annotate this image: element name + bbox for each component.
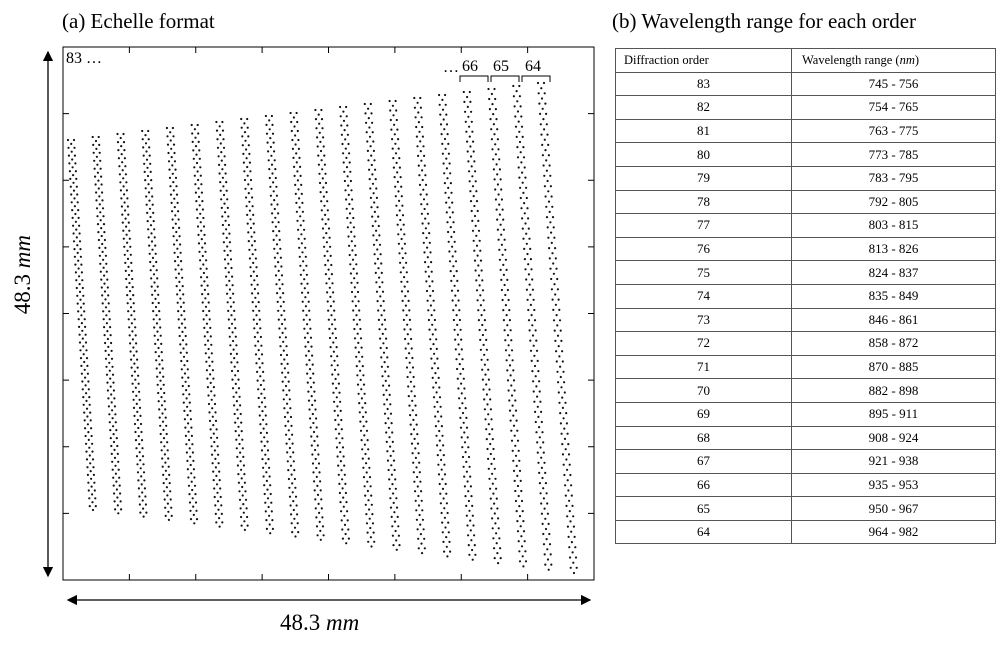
order-column	[363, 102, 401, 551]
order-column	[165, 126, 199, 525]
order-cell: 67	[615, 449, 792, 474]
order-column	[339, 105, 376, 548]
range-cell: 792 - 805	[791, 189, 996, 215]
table-row: 79 783 - 795	[615, 165, 996, 191]
order-column	[512, 84, 553, 571]
range-cell: 882 - 898	[791, 378, 996, 403]
order-cell: 71	[615, 354, 792, 380]
range-cell: 870 - 885	[791, 354, 996, 380]
range-cell: 835 - 849	[791, 283, 996, 309]
table-row: 65 950 - 967	[615, 496, 996, 521]
range-cell: 745 - 756	[791, 71, 996, 97]
order-column	[66, 138, 97, 512]
order-column	[536, 81, 578, 575]
table-row: 69 895 - 911	[615, 401, 996, 427]
range-cell: 964 - 982	[791, 519, 996, 545]
order-column	[91, 135, 123, 515]
table-row: 78 792 - 805	[615, 189, 996, 215]
order-column	[314, 108, 350, 545]
echelle-format-diagram	[42, 46, 595, 606]
range-cell: 895 - 911	[791, 401, 996, 427]
order-cell: 81	[615, 118, 792, 144]
table-header-row: Diffraction order Wavelength range (nm)	[615, 48, 996, 73]
table-row: 73 846 - 861	[615, 307, 996, 333]
table-row: 70 882 - 898	[615, 378, 996, 403]
order-column	[388, 99, 426, 555]
order-cell: 78	[615, 189, 792, 215]
order-column	[438, 93, 477, 561]
table-row: 66 935 - 953	[615, 472, 996, 498]
range-cell: 803 - 815	[791, 213, 996, 238]
wavelength-range-title: (b) Wavelength range for each order	[612, 9, 917, 33]
diffraction-order-header: Diffraction order	[615, 48, 792, 73]
table-row: 76 813 - 826	[615, 236, 996, 262]
order-column	[116, 132, 148, 518]
order-cell: 83	[615, 71, 792, 97]
order-label-66: 66	[462, 58, 478, 75]
range-cell: 921 - 938	[791, 449, 996, 474]
order-cell: 74	[615, 283, 792, 309]
order-column	[190, 123, 224, 528]
table-row: 81 763 - 775	[615, 118, 996, 144]
order-cell: 75	[615, 260, 792, 285]
order-column	[215, 120, 249, 532]
range-cell: 763 - 775	[791, 118, 996, 144]
range-cell: 935 - 953	[791, 472, 996, 498]
table-row: 83 745 - 756	[615, 71, 996, 97]
table-row: 80 773 - 785	[615, 142, 996, 167]
order-cell: 66	[615, 472, 792, 498]
order-cell: 82	[615, 95, 792, 120]
table-row: 74 835 - 849	[615, 283, 996, 309]
order-cell: 70	[615, 378, 792, 403]
spectral-order-dots	[66, 81, 578, 575]
ellipsis-label: …	[443, 59, 459, 76]
table-row: 82 754 - 765	[615, 95, 996, 120]
order-cell: 69	[615, 401, 792, 427]
table-row: 72 858 - 872	[615, 331, 996, 356]
order-column	[487, 87, 528, 568]
wavelength-range-header: Wavelength range (nm)	[791, 48, 996, 73]
echelle-format-title: (a) Echelle format	[62, 9, 215, 33]
frame-ticks	[63, 47, 594, 580]
order-brackets	[459, 75, 551, 82]
order-cell: 77	[615, 213, 792, 238]
order-column	[240, 117, 274, 535]
width-label: 48.3 mm	[280, 610, 360, 635]
table-row: 77 803 - 815	[615, 213, 996, 238]
order-column	[141, 129, 173, 522]
range-cell: 950 - 967	[791, 496, 996, 521]
range-cell: 754 - 765	[791, 95, 996, 120]
order-cell: 73	[615, 307, 792, 333]
range-cell: 813 - 826	[791, 236, 996, 262]
height-label: 48.3 mm	[10, 235, 35, 315]
detector-frame	[62, 46, 595, 581]
range-cell: 783 - 795	[791, 165, 996, 191]
order-cell: 72	[615, 331, 792, 356]
order-cell: 79	[615, 165, 792, 191]
order-column	[289, 111, 325, 541]
range-cell: 846 - 861	[791, 307, 996, 333]
order-cell: 68	[615, 425, 792, 451]
order-column	[413, 96, 452, 558]
range-cell: 908 - 924	[791, 425, 996, 451]
order-cell: 80	[615, 142, 792, 167]
order-label-65: 65	[493, 58, 509, 75]
wavelength-table: Diffraction order Wavelength range (nm) …	[615, 48, 996, 545]
order-cell: 65	[615, 496, 792, 521]
range-cell: 858 - 872	[791, 331, 996, 356]
order-column	[264, 114, 300, 538]
table-row: 75 824 - 837	[615, 260, 996, 285]
order-column	[462, 90, 502, 565]
order-cell: 76	[615, 236, 792, 262]
table-row: 64 964 - 982	[615, 519, 996, 545]
order-cell: 64	[615, 519, 792, 545]
range-cell: 773 - 785	[791, 142, 996, 167]
table-row: 68 908 - 924	[615, 425, 996, 451]
table-row: 67 921 - 938	[615, 449, 996, 474]
table-row: 71 870 - 885	[615, 354, 996, 380]
range-cell: 824 - 837	[791, 260, 996, 285]
first-order-label: 83 …	[66, 50, 102, 67]
order-label-64: 64	[525, 58, 541, 75]
